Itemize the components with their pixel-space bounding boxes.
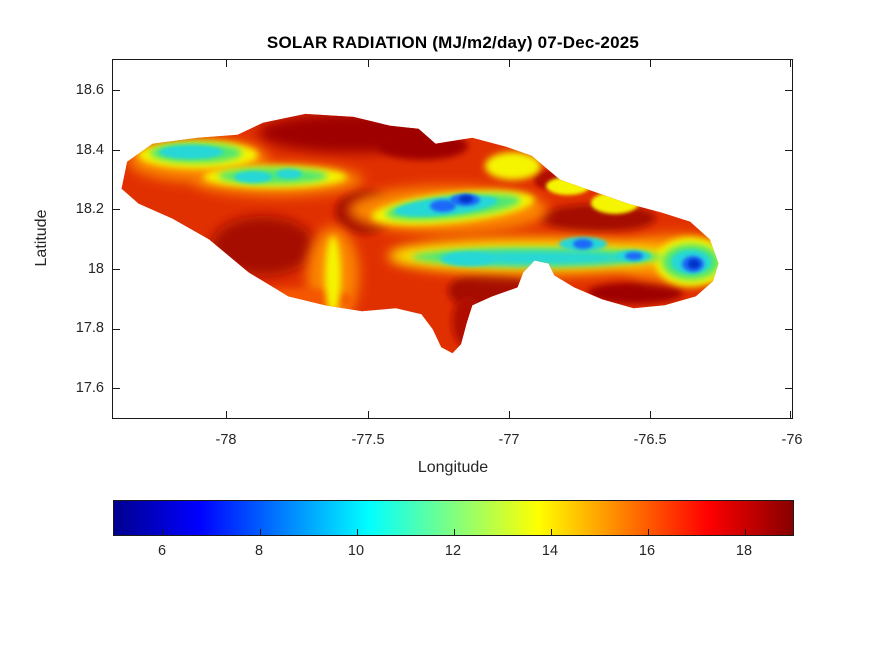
x-tick-label: -76.5 <box>633 432 667 448</box>
jamaica-map <box>121 113 719 354</box>
colorbar-tick-label: 12 <box>444 543 462 559</box>
colorbar-tick-label: 14 <box>541 543 559 559</box>
plot-area <box>112 59 793 419</box>
y-tick-label: 17.6 <box>75 380 104 396</box>
tick-mark <box>113 90 120 91</box>
x-tick-label: -76 <box>781 432 803 448</box>
colorbar-tick-label: 8 <box>254 543 264 559</box>
tick-mark <box>785 150 792 151</box>
tick-mark <box>785 209 792 210</box>
chart-title: SOLAR RADIATION (MJ/m2/day) 07-Dec-2025 <box>266 33 640 52</box>
tick-mark <box>790 60 791 67</box>
tick-mark <box>226 411 227 418</box>
tick-mark <box>785 90 792 91</box>
x-tick-label: -78 <box>215 432 237 448</box>
tick-mark <box>509 60 510 67</box>
tick-mark <box>785 329 792 330</box>
tick-mark <box>745 529 746 535</box>
tick-mark <box>357 529 358 535</box>
colorbar-tick-label: 16 <box>638 543 656 559</box>
tick-mark <box>113 329 120 330</box>
x-tick-label: -77 <box>498 432 520 448</box>
y-tick-label: 18 <box>87 261 104 277</box>
colorbar-tick-label: 6 <box>157 543 167 559</box>
tick-mark <box>650 60 651 67</box>
tick-mark <box>260 529 261 535</box>
tick-mark <box>650 411 651 418</box>
tick-mark <box>368 411 369 418</box>
tick-mark <box>113 209 120 210</box>
tick-mark <box>648 529 649 535</box>
x-tick-label: -77.5 <box>351 432 385 448</box>
tick-mark <box>790 411 791 418</box>
tick-mark <box>113 388 120 389</box>
x-axis-label: Longitude <box>417 459 489 476</box>
y-tick-label: 17.8 <box>75 320 104 336</box>
tick-mark <box>226 60 227 67</box>
tick-mark <box>551 529 552 535</box>
tick-mark <box>785 388 792 389</box>
y-tick-label: 18.4 <box>75 142 104 158</box>
tick-mark <box>113 269 120 270</box>
y-tick-label: 18.6 <box>75 82 104 98</box>
colorbar-tick-label: 10 <box>347 543 365 559</box>
tick-mark <box>785 269 792 270</box>
y-axis-label: Latitude <box>33 209 50 267</box>
tick-mark <box>113 150 120 151</box>
tick-mark <box>162 529 163 535</box>
colorbar-tick-label: 18 <box>735 543 753 559</box>
colorbar <box>113 500 794 536</box>
tick-mark <box>509 411 510 418</box>
tick-mark <box>368 60 369 67</box>
tick-mark <box>454 529 455 535</box>
y-tick-label: 18.2 <box>75 201 104 217</box>
